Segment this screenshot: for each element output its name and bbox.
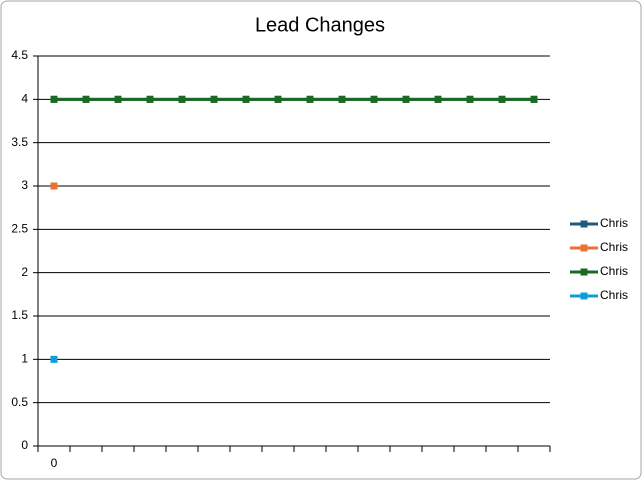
y-tick-label: 4.5	[11, 48, 28, 62]
y-tick-label: 3.5	[11, 135, 28, 149]
legend-marker	[580, 292, 588, 300]
marker	[82, 95, 90, 103]
legend-label: Chris	[600, 288, 628, 302]
y-tick-label: 1	[21, 352, 28, 366]
legend-marker	[580, 220, 588, 228]
marker	[306, 95, 314, 103]
marker	[274, 95, 282, 103]
marker	[242, 95, 250, 103]
y-tick-label: 3	[21, 178, 28, 192]
marker	[338, 95, 346, 103]
chart-title: Lead Changes	[255, 14, 385, 36]
marker	[498, 95, 506, 103]
marker	[50, 355, 58, 363]
marker	[530, 95, 538, 103]
marker	[146, 95, 154, 103]
legend-marker	[580, 268, 588, 276]
marker	[370, 95, 378, 103]
y-tick-label: 4	[21, 92, 28, 106]
legend-label: Chris	[600, 264, 628, 278]
y-tick-label: 2.5	[11, 222, 28, 236]
marker	[210, 95, 218, 103]
y-tick-label: 2	[21, 265, 28, 279]
marker	[178, 95, 186, 103]
marker	[50, 182, 58, 190]
y-tick-label: 0	[21, 438, 28, 452]
marker	[402, 95, 410, 103]
legend-marker	[580, 244, 588, 252]
marker	[50, 95, 58, 103]
marker	[466, 95, 474, 103]
y-tick-label: 0.5	[11, 395, 28, 409]
y-tick-label: 1.5	[11, 308, 28, 322]
legend-label: Chris	[600, 240, 628, 254]
legend-label: Chris	[600, 216, 628, 230]
x-tick-label: 0	[51, 456, 58, 470]
marker	[114, 95, 122, 103]
marker	[434, 95, 442, 103]
